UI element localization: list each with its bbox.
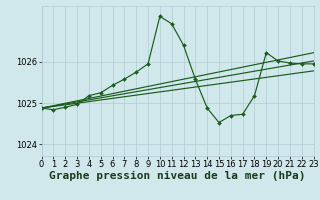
X-axis label: Graphe pression niveau de la mer (hPa): Graphe pression niveau de la mer (hPa) [49,171,306,181]
